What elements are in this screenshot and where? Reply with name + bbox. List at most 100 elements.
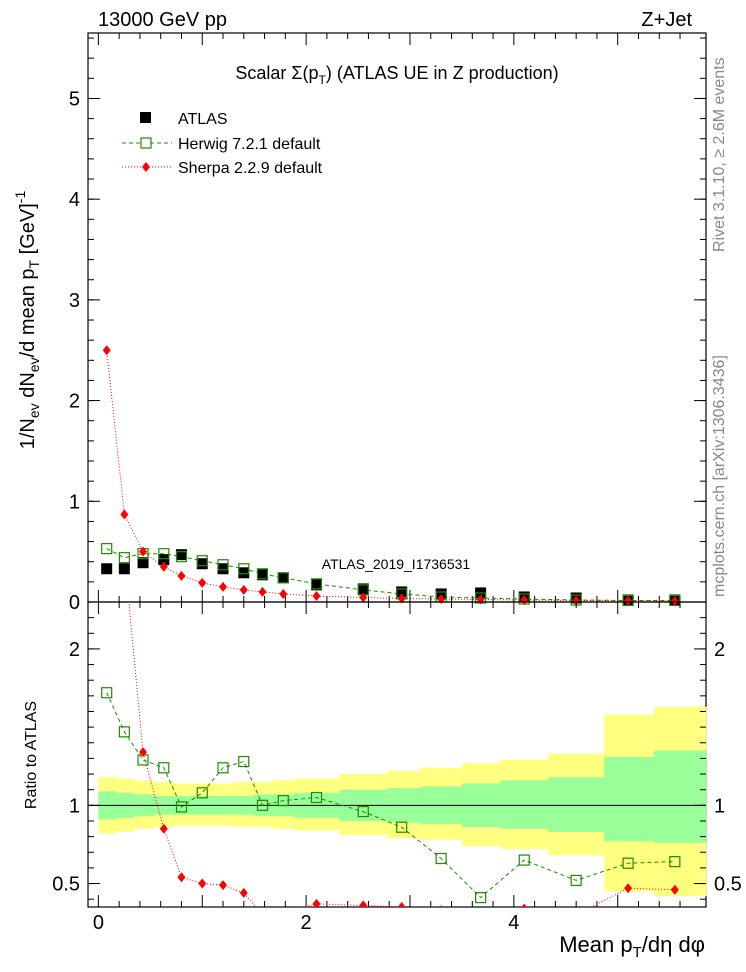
x-tick-label: 4 <box>508 912 519 934</box>
herwig-point <box>175 551 188 563</box>
main-panel: 0 1 2 3 4 5 Scalar Σ(pT) (ATLAS UE in Z produ… <box>12 32 707 614</box>
sherpa-ratio-point <box>159 823 168 834</box>
main-y-tick-label: 2 <box>69 391 80 413</box>
ratio-band-stat <box>500 780 549 829</box>
atlas-point <box>256 569 268 581</box>
chart-title-post: ) (ATLAS UE in Z production) <box>326 63 559 83</box>
atlas-point <box>238 567 250 579</box>
legend-item-atlas: ATLAS <box>140 111 228 128</box>
x-tick-label: 2 <box>301 912 312 934</box>
atlas-point <box>158 554 170 566</box>
ratio-panel: 0.5 0.5 1 1 2 2 0 2 4 Ratio to ATLAS Mean pT/dη … <box>23 601 742 961</box>
main-y-tick-label: 1 <box>69 491 80 513</box>
main-ticks: 0 1 2 3 4 5 <box>69 33 706 614</box>
herwig-ratio-point <box>622 857 634 869</box>
sherpa-point <box>624 595 633 606</box>
x-axis-label-pre: Mean p <box>559 932 632 957</box>
herwig-ratio-point <box>217 762 229 774</box>
legend-herwig-label: Herwig 7.2.1 default <box>178 136 321 153</box>
sherpa-ratio-point <box>572 910 580 920</box>
herwig-point <box>256 568 269 580</box>
chart-title-sub: T <box>319 73 327 87</box>
ratio-y-tick-label: 0.5 <box>52 874 80 896</box>
sherpa-point <box>239 584 248 595</box>
atlas-point <box>396 586 408 598</box>
main-series <box>101 345 681 607</box>
atlas-point <box>435 588 447 600</box>
herwig-ratio-point <box>310 791 323 804</box>
herwig-ratio-point <box>175 801 188 813</box>
main-y-axis-label: 1/Nev dNev/d mean pT [GeV]-1 <box>12 191 42 450</box>
legend: ATLAS Herwig 7.2.1 default Sherpa 2.2.9 … <box>122 111 323 177</box>
ratio-y-tick-label-right: 0.5 <box>714 874 742 896</box>
main-y-tick-label: 4 <box>69 189 80 211</box>
mcplots-label: mcplots.cern.ch [arXiv:1306.3436] <box>711 355 728 597</box>
sherpa-point <box>219 581 228 592</box>
herwig-point <box>310 578 323 590</box>
sherpa-ratio-point <box>670 884 679 895</box>
ratio-y-axis-label: Ratio to ATLAS <box>23 701 40 809</box>
atlas-point <box>118 563 130 575</box>
sherpa-point <box>572 595 581 606</box>
sherpa-ratio-point <box>359 900 368 907</box>
herwig-point <box>196 555 208 567</box>
legend-item-herwig: Herwig 7.2.1 default <box>122 136 321 153</box>
herwig-ratio-point <box>196 787 208 799</box>
sherpa-ratio-point <box>177 872 186 883</box>
sherpa-point <box>102 345 111 356</box>
atlas-point <box>175 549 187 561</box>
atlas-point <box>277 572 289 584</box>
herwig-ratio-point <box>101 687 113 699</box>
sherpa-point <box>159 561 168 572</box>
ratio-band-stat <box>654 750 707 843</box>
x-axis-label: Mean pT/dη dφ <box>559 932 705 961</box>
sherpa-ratio-point <box>239 887 248 898</box>
atlas-point <box>217 563 229 575</box>
sherpa-ratio-point <box>219 880 228 891</box>
sherpa-ratio-point <box>312 898 321 907</box>
herwig-point <box>118 552 130 564</box>
x-axis-label-sub: T <box>633 944 642 961</box>
x-axis-label-post: /dη dφ <box>642 932 705 957</box>
herwig-point <box>101 543 113 555</box>
legend-sherpa-label: Sherpa 2.2.9 default <box>178 160 323 177</box>
herwig-ratio-point <box>238 755 250 768</box>
sherpa-ratio-point <box>258 910 266 920</box>
sherpa-ratio-point <box>397 902 406 907</box>
x-tick-label: 0 <box>93 912 104 934</box>
atlas-point <box>196 558 208 570</box>
sherpa-ratio-point <box>480 906 481 907</box>
herwig-ratio-point <box>118 726 130 738</box>
herwig-ratio-point <box>475 892 487 904</box>
chart-title: Scalar Σ(pT) (ATLAS UE in Z production) <box>235 63 558 87</box>
atlas-point <box>311 579 323 591</box>
atlas-point <box>357 583 369 595</box>
herwig-ratio-point <box>518 854 530 866</box>
sherpa-point <box>397 593 406 604</box>
herwig-point <box>238 563 250 575</box>
ratio-series <box>101 602 681 920</box>
header-right: Z+Jet <box>641 9 692 31</box>
herwig-ratio-point <box>277 795 289 807</box>
legend-sherpa-marker <box>142 162 150 172</box>
ratio-series-line-0 <box>106 692 675 899</box>
herwig-ratio-point <box>570 874 582 887</box>
analysis-label: ATLAS_2019_I1736531 <box>322 556 471 572</box>
sherpa-ratio-point <box>521 903 527 907</box>
herwig-point <box>217 559 229 571</box>
herwig-ratio-point <box>669 856 681 868</box>
header-left: 13000 GeV pp <box>98 9 227 31</box>
ratio-series-group <box>101 602 681 920</box>
herwig-point <box>277 572 289 584</box>
atlas-point <box>137 557 149 569</box>
main-y-tick-label: 5 <box>69 88 80 110</box>
herwig-ratio-point <box>158 762 170 774</box>
ratio-y-tick-label-right: 1 <box>714 795 725 817</box>
sherpa-point <box>198 577 207 588</box>
legend-item-sherpa: Sherpa 2.2.9 default <box>122 160 323 177</box>
ratio-y-tick-label: 2 <box>69 639 80 661</box>
legend-atlas-marker <box>140 112 151 123</box>
sherpa-point <box>139 546 148 557</box>
sherpa-point <box>670 595 679 606</box>
herwig-ratio-point <box>256 799 269 811</box>
